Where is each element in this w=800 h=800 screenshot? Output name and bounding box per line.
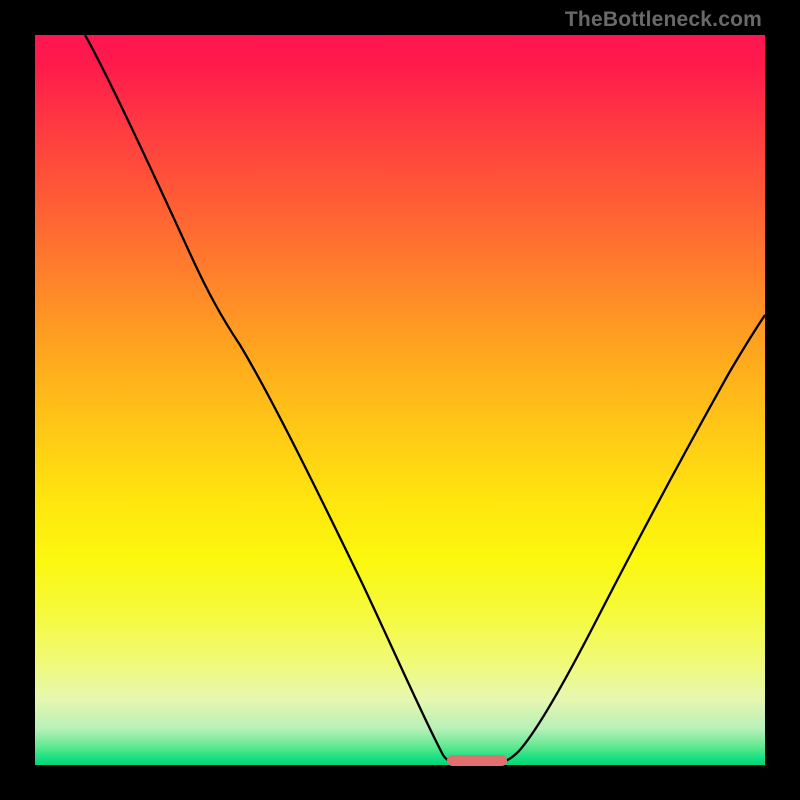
plot-area (35, 35, 765, 765)
watermark-text: TheBottleneck.com (565, 8, 762, 32)
bottleneck-curve (35, 35, 765, 765)
curve-right-branch (505, 315, 765, 761)
optimal-range-marker (447, 755, 507, 766)
chart-frame: TheBottleneck.com (0, 0, 800, 800)
curve-left-branch (85, 35, 451, 761)
